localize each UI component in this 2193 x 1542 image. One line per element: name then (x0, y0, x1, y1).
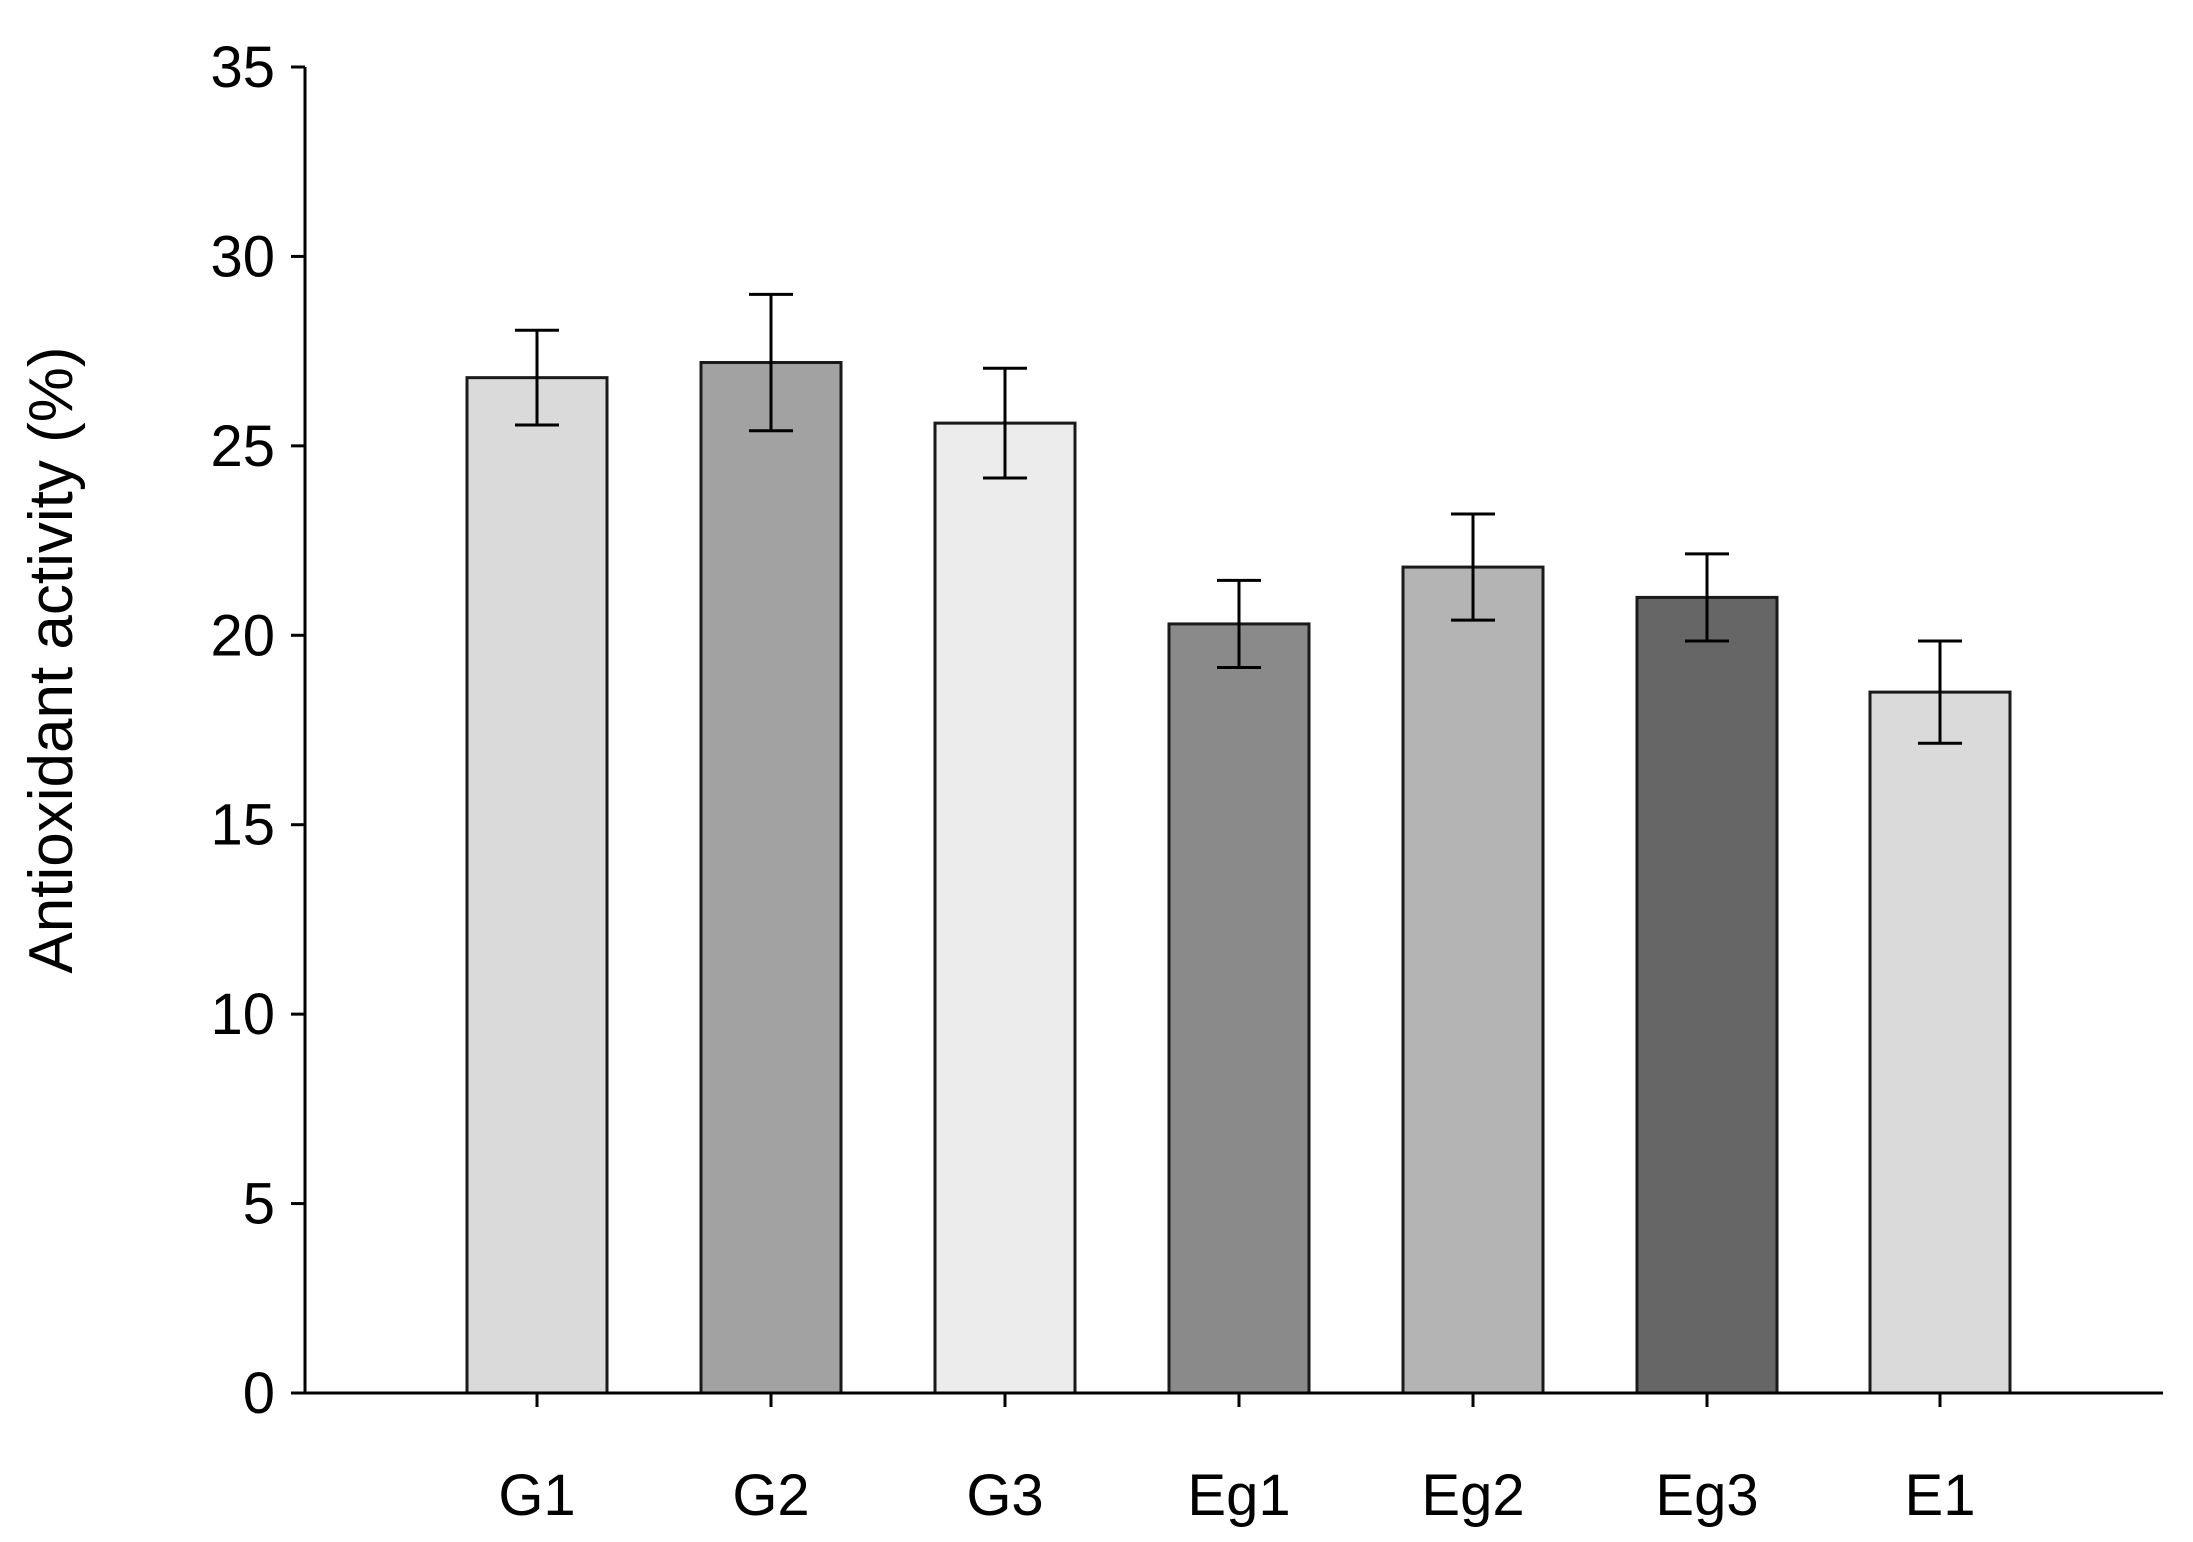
y-tick-label-30: 30 (210, 224, 275, 289)
y-tick-label-25: 25 (210, 414, 275, 479)
bar-g2 (699, 361, 843, 1395)
x-tick-label-e1: E1 (1905, 1463, 1976, 1528)
bar-eg1 (1167, 622, 1311, 1395)
y-tick-label-20: 20 (210, 603, 275, 668)
x-tick-label-g1: G1 (498, 1463, 575, 1528)
y-tick-label-10: 10 (210, 982, 275, 1047)
y-tick-label-0: 0 (243, 1361, 275, 1426)
bar-e1 (1868, 690, 2012, 1395)
bar-eg3 (1635, 595, 1779, 1395)
x-tick-label-eg3: Eg3 (1655, 1463, 1758, 1528)
x-tick-label-eg1: Eg1 (1187, 1463, 1290, 1528)
x-tick-label-eg2: Eg2 (1421, 1463, 1524, 1528)
bar-g3 (933, 421, 1077, 1395)
bar-g1 (465, 376, 609, 1395)
y-tick-label-5: 5 (243, 1172, 275, 1237)
y-tick-label-35: 35 (210, 35, 275, 100)
y-tick-label-15: 15 (210, 793, 275, 858)
x-tick-label-g2: G2 (732, 1463, 809, 1528)
plot-area: 0 5 10 15 20 25 30 35 G1 G2 G3 Eg1 Eg2 Eg3 E1 (210, 35, 2163, 1528)
y-axis-title: Antioxidant activity (%) (17, 346, 86, 973)
bar-eg2 (1401, 565, 1545, 1395)
x-tick-label-g3: G3 (966, 1463, 1043, 1528)
